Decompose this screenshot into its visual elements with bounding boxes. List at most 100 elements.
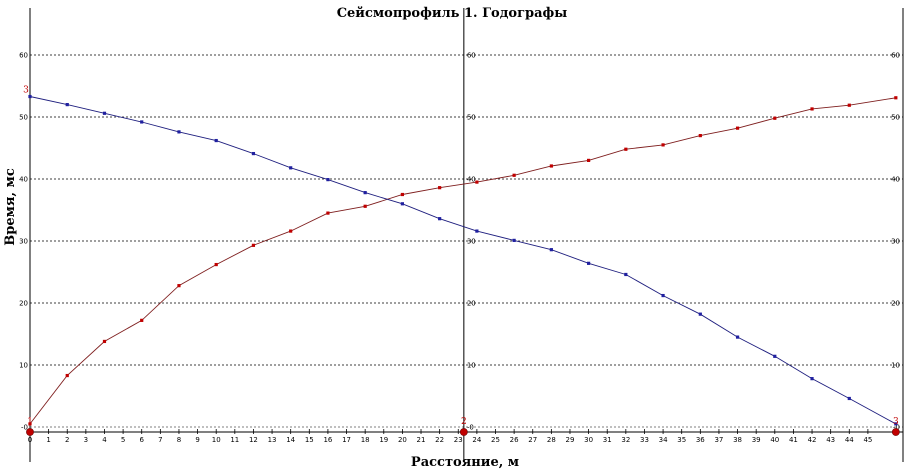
series-2-point-0: [28, 94, 32, 99]
y-tick-label-3-50: 50: [891, 114, 900, 122]
series-2-point-12: [475, 229, 479, 233]
x-tick-label-29: 29: [566, 436, 575, 444]
x-tick-label-5: 5: [121, 436, 125, 444]
series-2-point-21: [810, 377, 814, 381]
x-tick-label-16: 16: [323, 436, 332, 444]
y-tick-label-1-10: 10: [19, 362, 28, 370]
y-tick-label-1-50: 50: [19, 114, 28, 122]
y-tick-label-1-zero: -0: [21, 424, 28, 432]
y-tick-label-3-40: 40: [891, 176, 900, 184]
x-tick-label-34: 34: [659, 436, 668, 444]
series-1-point-4: [177, 284, 181, 288]
shot-point-marker-1: [26, 428, 34, 436]
series-2-point-19: [735, 335, 740, 339]
x-tick-label-43: 43: [826, 436, 835, 444]
x-tick-label-39: 39: [752, 436, 761, 444]
y-tick-label-3-zero: -0: [893, 424, 900, 432]
x-tick-label-36: 36: [696, 436, 705, 444]
series-2-point-14: [549, 248, 553, 252]
y-tick-label-3-20: 20: [891, 300, 900, 308]
series-1-point-0: [28, 422, 32, 426]
y-tick-label-3-30: 30: [891, 238, 900, 246]
series-2-point-5: [214, 138, 218, 143]
x-axis-label: Расстояние, м: [411, 455, 519, 470]
x-tick-label-37: 37: [714, 436, 723, 444]
y-tick-label-2-60: 60: [467, 52, 476, 60]
x-tick-label-25: 25: [491, 436, 500, 444]
x-tick-label-8: 8: [177, 436, 181, 444]
series-2-point-4: [177, 130, 181, 134]
x-tick-label-22: 22: [435, 436, 444, 444]
shot-point-label-3: 3: [893, 417, 899, 427]
x-tick-label-0: 0: [28, 436, 32, 444]
x-tick-label-33: 33: [640, 436, 649, 444]
series-2-point-22: [847, 396, 851, 401]
chart-title: Сейсмопрофиль 1. Годографы: [337, 6, 568, 21]
x-tick-label-40: 40: [770, 436, 779, 444]
series-1-point-17: [661, 143, 665, 147]
series-1-point-8: [326, 211, 330, 215]
y-tick-label-1-20: 20: [19, 300, 28, 308]
shot-point-label-2: 2: [461, 417, 467, 427]
x-tick-label-6: 6: [139, 436, 144, 444]
x-tick-label-23: 23: [454, 436, 463, 444]
y-axis-label: Время, мс: [3, 168, 18, 246]
x-tick-label-15: 15: [305, 436, 314, 444]
series-2-point-18: [698, 312, 702, 316]
series-layer: [28, 94, 898, 426]
series-2-line: [29, 96, 897, 425]
x-tick-label-26: 26: [510, 436, 519, 444]
series-1-point-12: [475, 180, 479, 184]
series-1-point-9: [363, 204, 367, 208]
series-1-point-14: [549, 164, 553, 168]
y-tick-label-2-20: 20: [467, 300, 476, 308]
x-tick-label-28: 28: [547, 436, 556, 444]
x-tick-label-1: 1: [46, 436, 50, 444]
x-tick-label-44: 44: [845, 436, 854, 444]
x-tick-label-24: 24: [472, 436, 481, 444]
series-2-point-2: [102, 111, 107, 115]
grid-layer: [30, 54, 903, 428]
shot-point-marker-3: [891, 428, 900, 436]
series-2-point-1: [65, 103, 69, 107]
y-tick-label-2-50: 50: [467, 114, 476, 122]
y-tick-label-3-10: 10: [891, 362, 900, 370]
x-tick-label-17: 17: [342, 436, 351, 444]
annotation-label-1: 3: [23, 86, 29, 96]
x-tick-label-19: 19: [379, 436, 388, 444]
series-1-point-5: [214, 262, 218, 267]
series-2-point-6: [251, 151, 256, 156]
y-tick-label-1-40: 40: [19, 176, 28, 184]
x-tick-label-30: 30: [584, 436, 593, 444]
x-tick-label-4: 4: [102, 436, 107, 444]
x-tick-label-27: 27: [528, 436, 537, 444]
series-1-point-21: [810, 107, 814, 111]
series-1-point-3: [140, 318, 144, 322]
x-tick-label-20: 20: [398, 436, 407, 444]
x-tick-label-32: 32: [621, 436, 630, 444]
y-tick-label-2-10: 10: [467, 362, 476, 370]
x-tick-label-12: 12: [249, 436, 258, 444]
series-1-point-6: [251, 243, 256, 247]
series-1-point-7: [289, 229, 293, 233]
y-tick-label-2-zero: -0: [467, 424, 474, 432]
x-tick-label-9: 9: [195, 436, 199, 444]
marks-layer: 1 2 3 3: [23, 86, 900, 436]
series-2-point-23: [894, 422, 898, 426]
series-2-point-11: [438, 217, 442, 221]
x-tick-label-14: 14: [286, 436, 295, 444]
series-2-point-8: [326, 178, 330, 182]
series-2-point-3: [140, 120, 144, 124]
x-tick-label-41: 41: [789, 436, 798, 444]
shot-point-marker-2: [459, 428, 468, 436]
series-1-point-16: [624, 147, 628, 151]
series-2-point-7: [289, 166, 293, 170]
x-tick-label-21: 21: [417, 436, 426, 444]
x-tick-label-10: 10: [212, 436, 221, 444]
x-tick-label-38: 38: [733, 436, 742, 444]
y-tick-label-3-60: 60: [891, 52, 900, 60]
series-1-point-10: [400, 192, 404, 197]
x-tick-label-42: 42: [808, 436, 817, 444]
